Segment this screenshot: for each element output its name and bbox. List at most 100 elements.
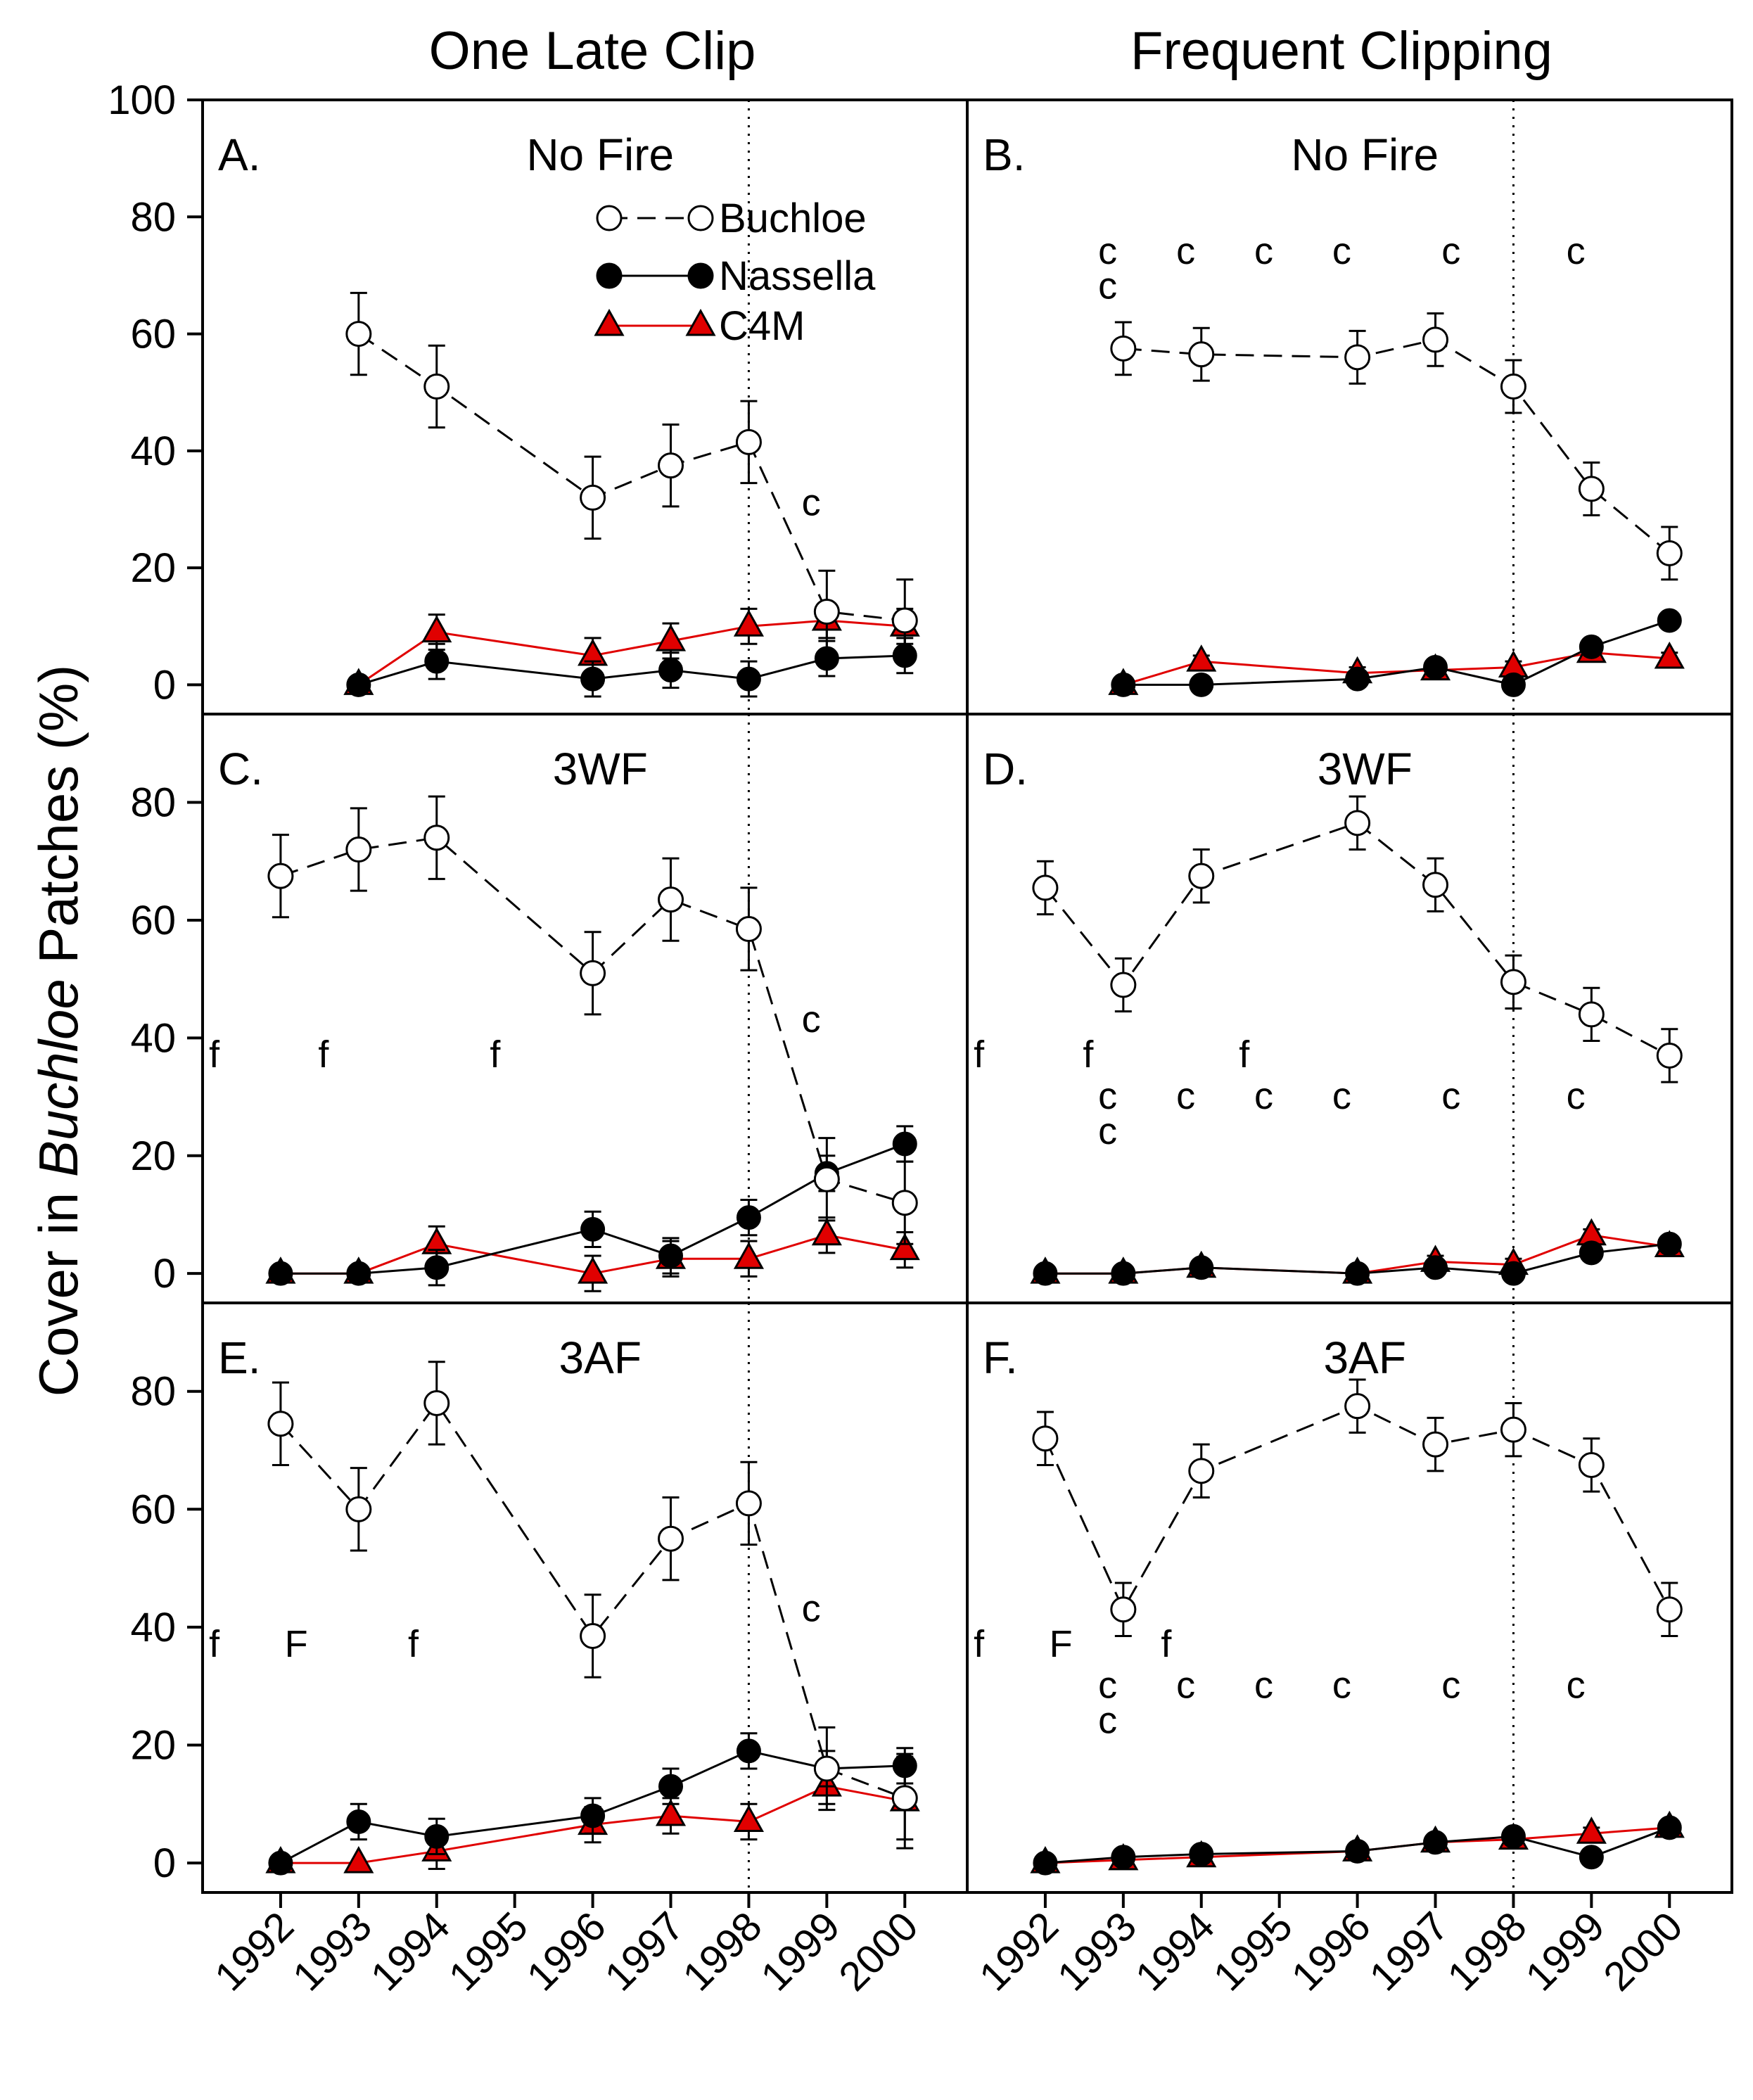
nassella-marker [1345, 1838, 1370, 1864]
buchloe-marker [735, 428, 762, 455]
buchloe-marker [813, 1755, 840, 1782]
annotation-label: f [408, 1623, 419, 1665]
buchloe-marker [423, 825, 450, 851]
series-line [1045, 1826, 1670, 1864]
y-axis-title-italic: Buchloe [27, 979, 89, 1177]
annotation-label: c [1098, 265, 1117, 307]
buchloe-marker [735, 916, 762, 943]
nassella-marker [1500, 1824, 1526, 1849]
buchloe-marker [423, 373, 450, 400]
nassella-marker [1111, 672, 1136, 697]
y-tick-label: 80 [130, 780, 176, 826]
c4m-marker [733, 1242, 764, 1269]
buchloe-marker [1110, 972, 1137, 998]
annotation-label: c [802, 1588, 821, 1630]
panel-label: C. [218, 744, 263, 794]
nassella-marker [1189, 1255, 1214, 1280]
nassella-marker [736, 666, 761, 692]
nassella-marker [268, 1261, 293, 1286]
buchloe-marker [1656, 1596, 1683, 1623]
annotation-label: c [1254, 1075, 1273, 1117]
annotation-label: c [1332, 1664, 1351, 1706]
buchloe-marker [1344, 344, 1371, 371]
panel-frame [966, 1302, 1733, 1894]
nassella-marker [346, 672, 371, 697]
treatment-title: 3WF [553, 744, 648, 794]
buchloe-marker [1110, 1596, 1137, 1623]
nassella-marker [1345, 1261, 1370, 1286]
annotation-label: c [1567, 230, 1586, 272]
buchloe-marker [1500, 1416, 1526, 1443]
nassella-marker [1111, 1845, 1136, 1870]
buchloe-marker [267, 1411, 294, 1437]
buchloe-marker [345, 836, 372, 863]
c4m-marker [655, 623, 687, 651]
nassella-marker [1423, 1255, 1448, 1280]
legend-marker [596, 262, 623, 289]
series-buchloe [1032, 1378, 1683, 1637]
y-tick-label: 60 [130, 312, 176, 357]
buchloe-marker [1032, 874, 1059, 901]
y-tick-label: 60 [130, 898, 176, 943]
series-line [280, 1143, 905, 1275]
legend-label: Buchloe [719, 196, 867, 241]
series-line [280, 836, 905, 1204]
buchloe-marker [580, 484, 606, 511]
y-axis-title: Cover in Buchloe Patches (%) [27, 665, 89, 1396]
c4m-marker [1576, 1816, 1607, 1844]
buchloe-marker [1578, 476, 1605, 502]
panel-label: A. [218, 129, 260, 180]
buchloe-marker [1422, 1431, 1449, 1458]
treatment-title: No Fire [526, 129, 674, 180]
annotation-label: f [318, 1033, 329, 1076]
nassella-marker [346, 1809, 371, 1834]
annotation-label: c [1441, 1664, 1460, 1706]
annotation-label: c [1176, 230, 1195, 272]
annotation-label: c [1098, 1110, 1117, 1152]
buchloe-marker [891, 1190, 918, 1216]
buchloe-marker [1188, 863, 1215, 889]
buchloe-marker [1032, 1425, 1059, 1452]
series-nassella [268, 1732, 917, 1876]
series-line [1044, 1405, 1671, 1612]
series-line [279, 1401, 905, 1800]
nassella-marker [1579, 634, 1604, 659]
buchloe-marker [580, 960, 606, 986]
annotation-label: F [285, 1623, 308, 1665]
nassella-marker [424, 1824, 450, 1849]
annotation-label: c [1567, 1075, 1586, 1117]
c4m-marker [733, 1805, 764, 1832]
y-tick-label: 0 [153, 1251, 176, 1297]
annotation-label: f [1161, 1623, 1172, 1665]
legend-marker [596, 205, 623, 231]
buchloe-marker [891, 1785, 918, 1812]
annotation-label: c [1567, 1664, 1586, 1706]
c4m-marker [343, 1846, 374, 1873]
annotation-label: f [974, 1033, 985, 1076]
series-line [1045, 1242, 1670, 1275]
annotation-label: c [1254, 230, 1273, 272]
legend-label: Nassella [719, 253, 876, 299]
buchloe-marker [1422, 326, 1449, 353]
annotation-label: c [1176, 1664, 1195, 1706]
series-line [1044, 822, 1671, 1057]
annotation-label: c [1441, 1075, 1460, 1117]
treatment-title: 3WF [1318, 744, 1413, 794]
treatment-title: 3AF [559, 1332, 642, 1383]
annotation-label: c [1098, 1075, 1117, 1117]
c4m-marker [889, 1233, 920, 1261]
nassella-marker [1657, 1815, 1682, 1840]
annotation-label: f [974, 1623, 985, 1665]
buchloe-marker [267, 863, 294, 889]
c4m-marker [1186, 644, 1217, 672]
panel-c: 0 20 40 60 80 C. 3WF f f f c [130, 713, 969, 1304]
nassella-marker [1189, 672, 1214, 697]
column-title-left: One Late Clip [429, 21, 756, 81]
column-title-right: Frequent Clipping [1130, 21, 1553, 81]
nassella-marker [1111, 1261, 1136, 1286]
legend-marker [687, 205, 714, 231]
nassella-marker [1657, 1231, 1682, 1256]
